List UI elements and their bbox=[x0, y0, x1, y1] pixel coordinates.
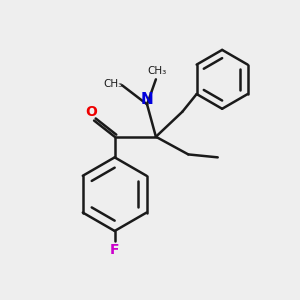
Text: N: N bbox=[141, 92, 153, 107]
Text: F: F bbox=[110, 243, 119, 257]
Text: O: O bbox=[85, 105, 97, 119]
Text: CH₃: CH₃ bbox=[148, 66, 167, 76]
Text: CH₃: CH₃ bbox=[103, 79, 123, 89]
